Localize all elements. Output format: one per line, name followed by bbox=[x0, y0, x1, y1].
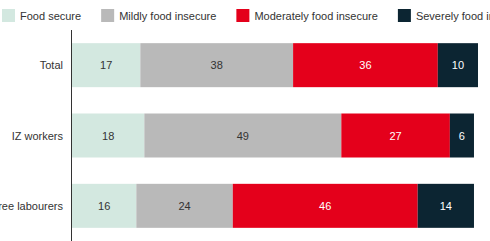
bar-segment bbox=[438, 43, 478, 87]
category-label: IZ workers bbox=[12, 130, 64, 142]
data-label: 24 bbox=[178, 200, 190, 212]
legend-label: Moderately food insecure bbox=[254, 10, 378, 22]
bar-segment bbox=[293, 43, 438, 87]
data-label: 38 bbox=[211, 59, 223, 71]
data-label: 16 bbox=[98, 200, 110, 212]
data-label: 14 bbox=[440, 200, 452, 212]
bar-segment bbox=[450, 114, 474, 158]
legend-item: Severely food insecure bbox=[398, 9, 490, 22]
bar-segment bbox=[144, 114, 341, 158]
data-label: 27 bbox=[389, 130, 401, 142]
legend-item: Food secure bbox=[2, 9, 81, 22]
bars bbox=[72, 43, 478, 228]
bar-segment bbox=[341, 114, 450, 158]
bar-segment bbox=[233, 184, 418, 228]
legend-label: Mildly food insecure bbox=[119, 10, 216, 22]
legend-swatch bbox=[2, 9, 15, 22]
legend-swatch bbox=[236, 9, 249, 22]
data-label: 18 bbox=[102, 130, 114, 142]
legend: Food secure Mildly food insecure Moderatel… bbox=[2, 9, 490, 22]
legend-swatch bbox=[398, 9, 411, 22]
bar-segment bbox=[140, 43, 293, 87]
data-label: 6 bbox=[459, 130, 465, 142]
axis-line bbox=[71, 30, 72, 241]
bar-segment bbox=[72, 43, 140, 87]
data-label: 17 bbox=[100, 59, 112, 71]
legend-item: Mildly food insecure bbox=[101, 9, 216, 22]
bar-segment bbox=[136, 184, 232, 228]
legend-item: Moderately food insecure bbox=[236, 9, 378, 22]
data-label: 10 bbox=[452, 59, 464, 71]
bar-segment bbox=[418, 184, 474, 228]
category-label: Free labourers bbox=[0, 200, 63, 212]
data-label: 46 bbox=[319, 200, 331, 212]
category-label: Total bbox=[40, 59, 63, 71]
data-label: 49 bbox=[237, 130, 249, 142]
legend-label: Food secure bbox=[20, 10, 81, 22]
data-labels: 17 38 36 10 18 49 27 6 16 24 46 14 bbox=[98, 59, 465, 212]
legend-swatch bbox=[101, 9, 114, 22]
data-label: 36 bbox=[359, 59, 371, 71]
legend-label: Severely food insecure bbox=[416, 10, 490, 22]
bar-segment bbox=[72, 184, 136, 228]
bar-segment bbox=[72, 114, 144, 158]
chart: Food secure Mildly food insecure Moderatel… bbox=[0, 0, 490, 241]
